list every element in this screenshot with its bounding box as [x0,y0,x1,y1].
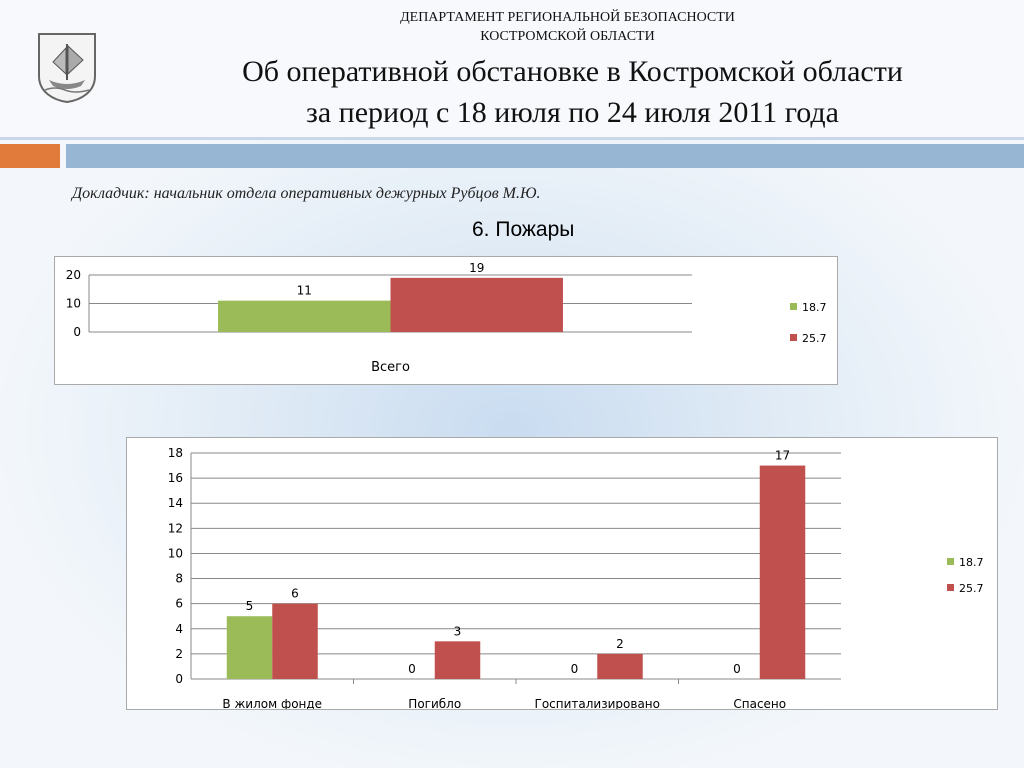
category-label: Спасено [733,697,786,709]
bar [218,300,391,332]
data-label: 11 [297,284,312,298]
legend-swatch [790,303,797,310]
data-label: 0 [733,662,741,676]
coat-of-arms-ship-icon [38,33,96,104]
legend-label: 25.7 [802,332,827,345]
data-label: 0 [408,662,416,676]
chart-fire-details-svg: 0 2 4 6 8 10 12 14 16 18 5 6 В жилом фонде 0 3 Погибло 0… [168,446,984,711]
y-tick-label: 20 [66,268,81,282]
category-label: Всего [371,360,410,375]
section-title: 6. Пожары [472,218,575,241]
data-label: 6 [291,587,299,601]
bar [759,465,806,679]
bar [390,277,563,332]
department-line-2: КОСТРОМСКОЙ ОБЛАСТИ [480,29,655,44]
chart-total-fires-svg: 0 10 20 11 19 Всего 18.7 25.7 [66,261,827,375]
legend-swatch [790,334,797,341]
slide-header [0,0,1024,140]
y-tick-label: 16 [168,471,183,485]
legend-label: 18.7 [802,301,827,314]
y-tick-label: 0 [73,325,81,339]
category-label: В жилом фонде [222,697,322,709]
y-tick-label: 14 [168,496,183,510]
legend-swatch [947,558,954,565]
legend-label: 25.7 [959,582,984,595]
y-tick-label: 10 [66,297,81,311]
y-tick-label: 10 [168,546,183,560]
slide-title-line-1: Об оперативной обстановке в Костромской … [242,55,903,88]
chart-total-fires: 0 10 20 11 19 Всего 18.7 25.7 [54,256,838,385]
reporter-text: Докладчик: начальник отдела оперативных … [72,185,541,202]
slide-title-line-2: за период с 18 июля по 24 июля 2011 года [306,96,839,129]
y-tick-label: 12 [168,521,183,535]
y-tick-label: 18 [168,446,183,460]
accent-bar-orange [0,144,60,168]
legend-swatch [947,584,954,591]
bar [597,653,643,679]
data-label: 17 [775,449,790,463]
y-tick-label: 4 [175,622,183,636]
data-label: 19 [469,261,484,275]
department-line-1: ДЕПАРТАМЕНТ РЕГИОНАЛЬНОЙ БЕЗОПАСНОСТИ [400,10,735,25]
category-label: Госпитализировано [535,697,660,709]
y-tick-label: 8 [175,572,183,586]
bar [272,603,318,679]
bar [226,616,273,679]
data-label: 0 [571,662,579,676]
y-tick-label: 2 [175,647,183,661]
data-label: 5 [246,599,254,613]
y-tick-label: 0 [175,672,183,686]
y-tick-label: 6 [175,597,183,611]
header-divider [0,137,1024,140]
data-label: 2 [616,637,624,651]
data-label: 3 [454,624,462,638]
category-label: Погибло [408,697,461,709]
chart-fire-details: 0 2 4 6 8 10 12 14 16 18 5 6 В жилом фонде 0 3 Погибло 0… [126,437,998,711]
accent-bar-blue [66,144,1024,168]
bar [434,641,481,679]
legend-label: 18.7 [959,556,984,569]
